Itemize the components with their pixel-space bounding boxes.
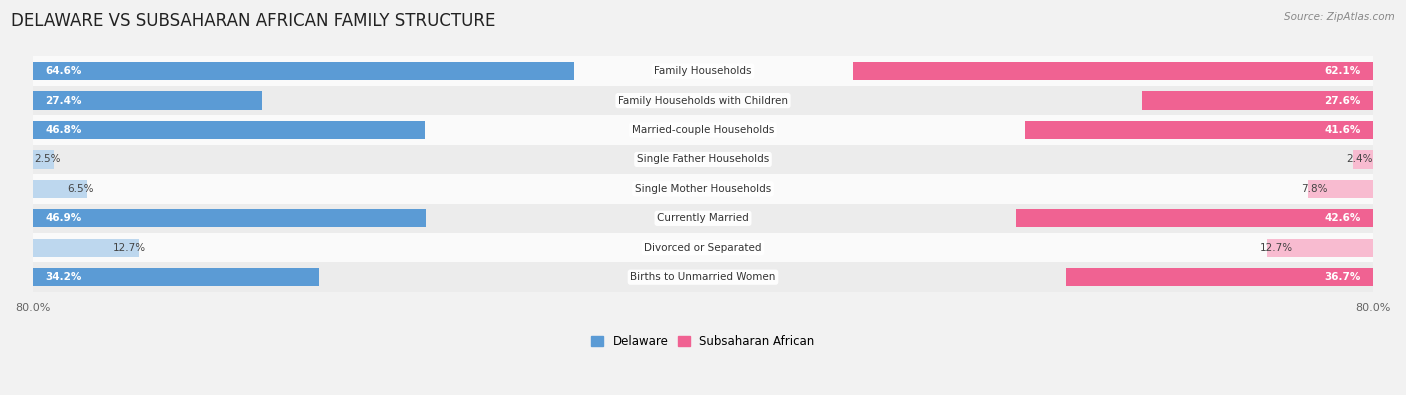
Bar (1308, 180, 1374, 198)
Text: Divorced or Separated: Divorced or Separated (644, 243, 762, 253)
Text: Births to Unmarried Women: Births to Unmarried Women (630, 272, 776, 282)
Text: 36.7%: 36.7% (1324, 272, 1361, 282)
Bar (32, 145, 1374, 174)
Bar (1025, 121, 1374, 139)
Text: DELAWARE VS SUBSAHARAN AFRICAN FAMILY STRUCTURE: DELAWARE VS SUBSAHARAN AFRICAN FAMILY ST… (11, 12, 496, 30)
Bar (32, 86, 1374, 115)
Legend: Delaware, Subsaharan African: Delaware, Subsaharan African (592, 335, 814, 348)
Bar (1267, 239, 1374, 257)
Bar (32, 203, 1374, 233)
Bar (32, 209, 426, 228)
Bar (32, 233, 1374, 262)
Bar (1353, 150, 1374, 169)
Text: 64.6%: 64.6% (45, 66, 82, 76)
Text: 41.6%: 41.6% (1324, 125, 1361, 135)
Bar (32, 174, 1374, 203)
Text: Family Households with Children: Family Households with Children (619, 96, 787, 105)
Bar (32, 121, 425, 139)
Bar (32, 180, 87, 198)
Text: 7.8%: 7.8% (1302, 184, 1327, 194)
Text: 27.6%: 27.6% (1324, 96, 1361, 105)
Text: Married-couple Households: Married-couple Households (631, 125, 775, 135)
Text: Source: ZipAtlas.com: Source: ZipAtlas.com (1284, 12, 1395, 22)
Text: 12.7%: 12.7% (1260, 243, 1294, 253)
Bar (32, 62, 574, 80)
Text: 62.1%: 62.1% (1324, 66, 1361, 76)
Bar (1066, 268, 1374, 286)
Text: 42.6%: 42.6% (1324, 213, 1361, 223)
Text: Family Households: Family Households (654, 66, 752, 76)
Text: 12.7%: 12.7% (112, 243, 146, 253)
Text: 34.2%: 34.2% (45, 272, 82, 282)
Text: Single Father Households: Single Father Households (637, 154, 769, 164)
Text: 46.9%: 46.9% (45, 213, 82, 223)
Text: 46.8%: 46.8% (45, 125, 82, 135)
Text: 6.5%: 6.5% (67, 184, 94, 194)
Text: Currently Married: Currently Married (657, 213, 749, 223)
Bar (1142, 92, 1374, 110)
Bar (32, 262, 1374, 292)
Bar (1017, 209, 1374, 228)
Bar (853, 62, 1374, 80)
Text: 2.5%: 2.5% (34, 154, 60, 164)
Bar (32, 115, 1374, 145)
Text: 2.4%: 2.4% (1347, 154, 1374, 164)
Bar (32, 56, 1374, 86)
Text: Single Mother Households: Single Mother Households (636, 184, 770, 194)
Text: 27.4%: 27.4% (45, 96, 82, 105)
Bar (32, 92, 263, 110)
Bar (32, 268, 319, 286)
Bar (32, 239, 139, 257)
Bar (32, 150, 53, 169)
